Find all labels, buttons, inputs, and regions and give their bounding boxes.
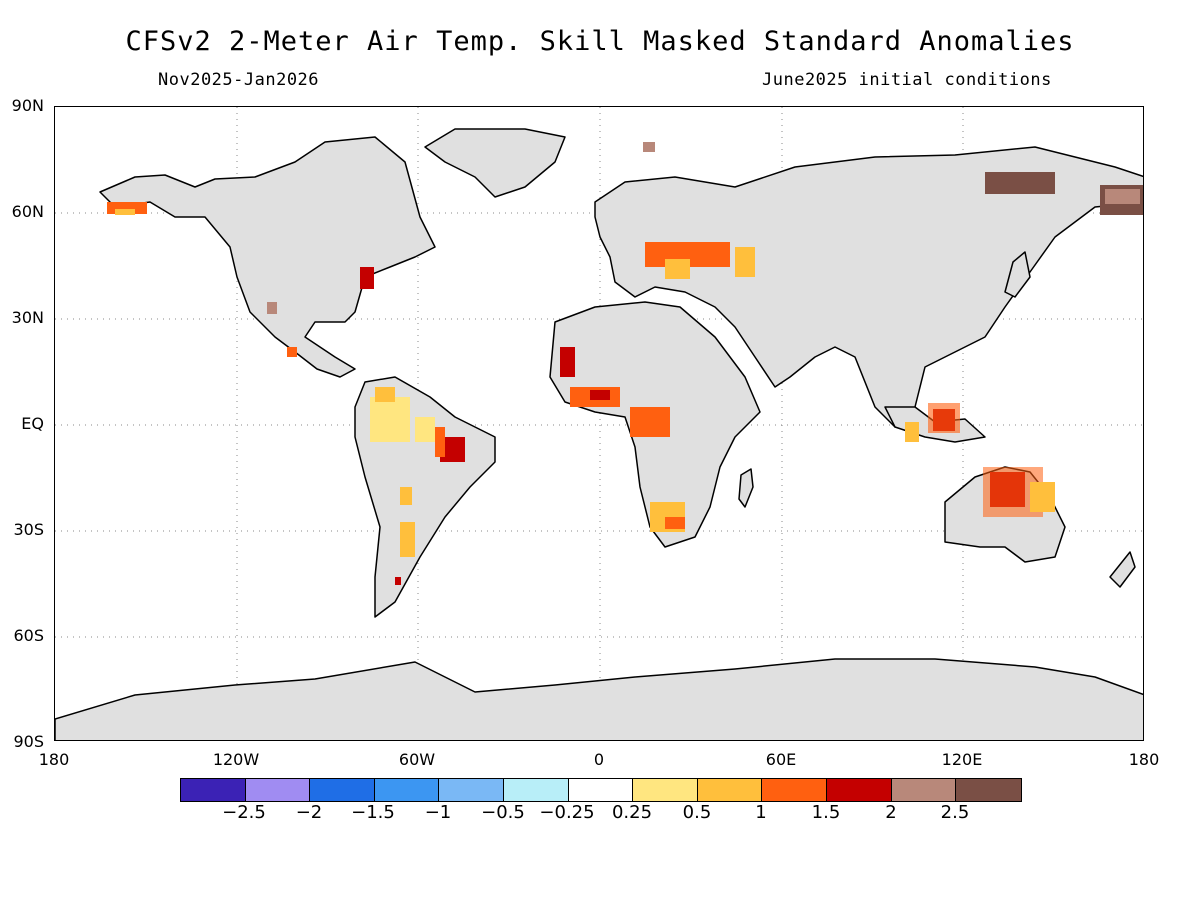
colorbar-label: 0.5: [682, 802, 712, 823]
colorbar-segment: [633, 779, 698, 801]
patch-northern-south-america: [370, 397, 410, 442]
new-zealand: [1109, 551, 1136, 588]
colorbar-label: −1.5: [351, 802, 395, 823]
colorbar-segment: [245, 779, 311, 801]
lon-label-60e: 60E: [765, 750, 797, 769]
anomaly-patches: [107, 142, 1143, 585]
colorbar-label: 2.5: [940, 802, 970, 823]
lat-label-90n: 90N: [11, 96, 44, 115]
lon-label-180w: 180: [38, 750, 70, 769]
lat-label-eq: EQ: [21, 414, 44, 433]
colorbar-segment: [956, 779, 1021, 801]
patch-siberia: [985, 172, 1055, 194]
antarctica: [55, 658, 1143, 740]
colorbar-segment: [891, 779, 957, 801]
colorbar-label: −2: [295, 802, 323, 823]
lat-label-90s: 90S: [13, 732, 44, 751]
colorbar-segment: [503, 779, 569, 801]
greenland: [424, 128, 566, 198]
colorbar-segment: [826, 779, 892, 801]
madagascar: [738, 468, 754, 508]
colorbar-label: 1.5: [811, 802, 841, 823]
lon-label-60w: 60W: [398, 750, 436, 769]
lat-label-60s: 60S: [13, 626, 44, 645]
colorbar-label: −2.5: [222, 802, 266, 823]
land-masses: [55, 128, 1143, 740]
colorbar-segment: [568, 779, 634, 801]
colorbar-segment: [374, 779, 440, 801]
lon-label-180e: 180: [1128, 750, 1160, 769]
colorbar: [180, 778, 1022, 802]
colorbar-segment: [181, 779, 246, 801]
colorbar-segment: [439, 779, 504, 801]
colorbar-label: −1: [424, 802, 452, 823]
chart-title: CFSv2 2-Meter Air Temp. Skill Masked Sta…: [125, 26, 1075, 57]
map-panel: [54, 106, 1144, 741]
lon-label-0: 0: [593, 750, 605, 769]
colorbar-label: −0.5: [481, 802, 525, 823]
patch-eastern-us: [360, 267, 374, 289]
lat-label-30s: 30S: [13, 520, 44, 539]
japan: [1004, 251, 1031, 298]
lon-label-120e: 120E: [941, 750, 983, 769]
lat-label-30n: 30N: [11, 308, 44, 327]
colorbar-label: −0.25: [539, 802, 595, 823]
forecast-period: Nov2025-Jan2026: [158, 70, 320, 90]
north-america: [99, 136, 436, 378]
colorbar-segment: [310, 779, 375, 801]
patch-central-africa: [630, 407, 670, 437]
colorbar-label: 0.25: [611, 802, 653, 823]
world-map: [55, 107, 1143, 740]
colorbar-label: 2: [885, 802, 897, 823]
colorbar-segment: [697, 779, 763, 801]
colorbar-segment: [762, 779, 827, 801]
lon-label-120w: 120W: [212, 750, 260, 769]
lat-label-60n: 60N: [11, 202, 44, 221]
initial-conditions: June2025 initial conditions: [762, 70, 1052, 90]
colorbar-label: 1: [755, 802, 767, 823]
